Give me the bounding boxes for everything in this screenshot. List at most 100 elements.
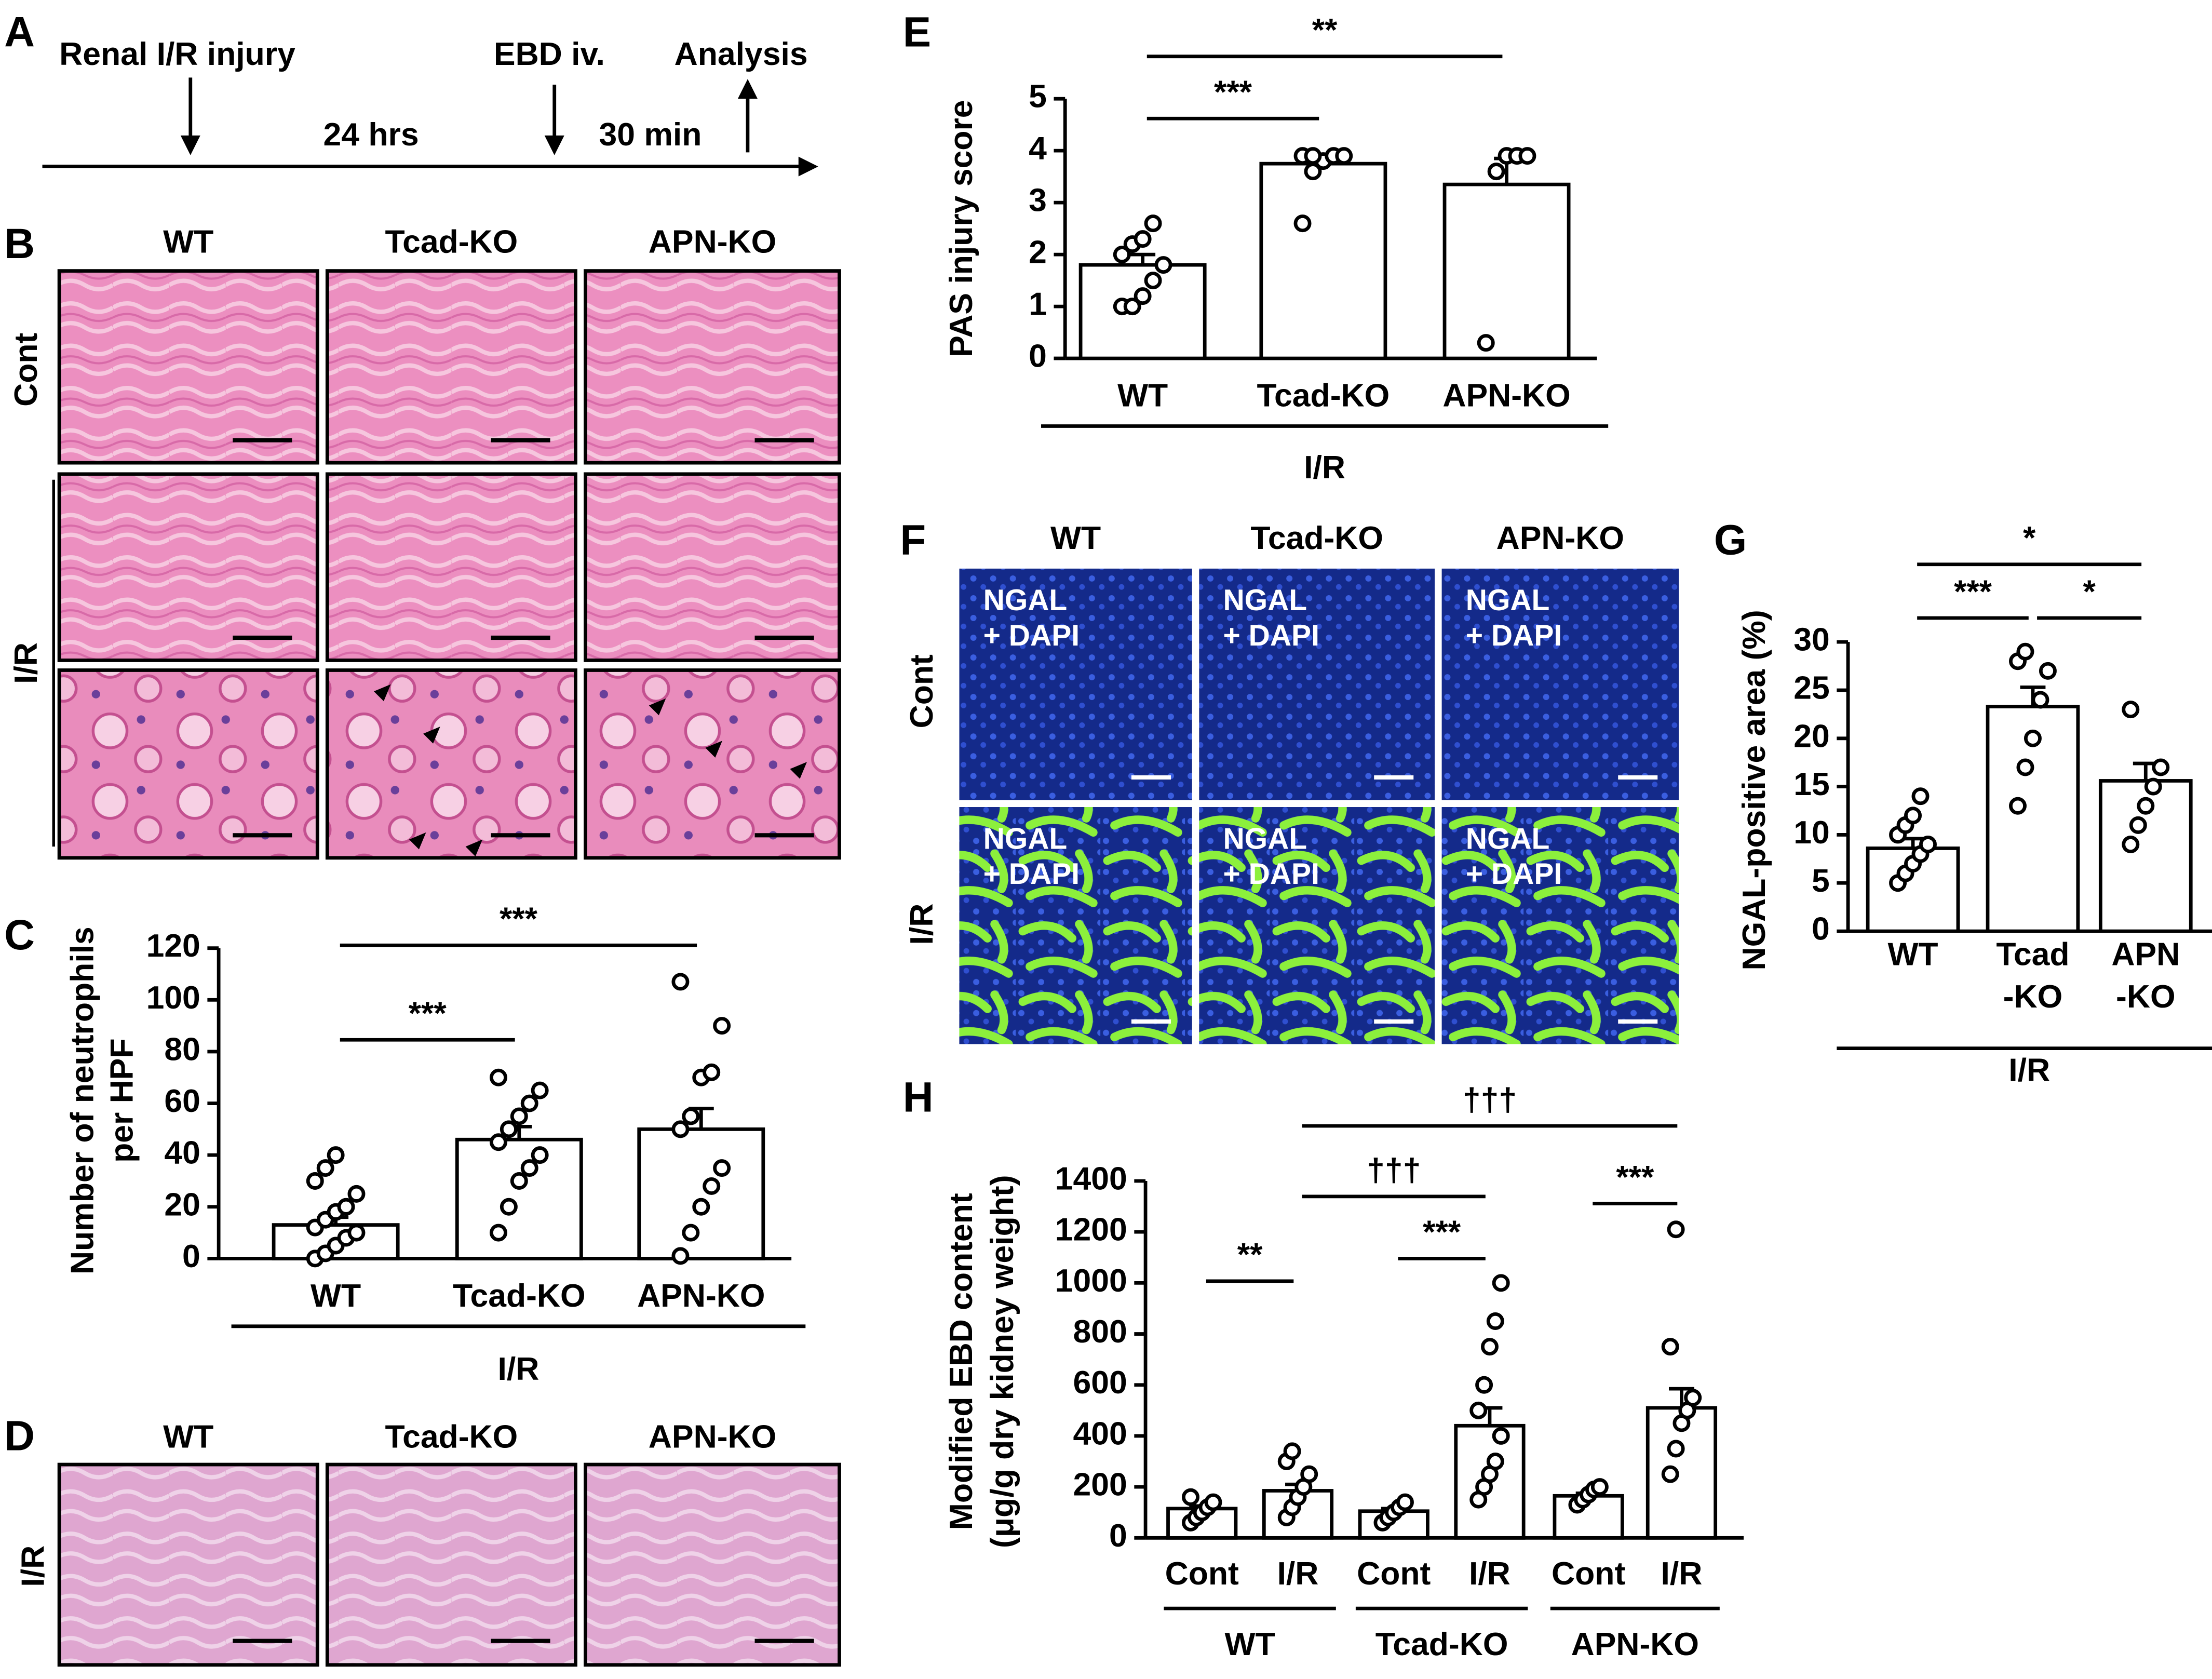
timeline-label: Renal I/R injury [59,36,295,72]
data-point [531,1081,549,1099]
data-point [1134,287,1152,305]
data-point [1144,272,1162,290]
y-axis-label: Modified EBD content [943,1193,979,1530]
data-point [1487,163,1505,181]
x-tick-label: -KO [2116,978,2176,1015]
significance-label: ††† [1463,1081,1517,1118]
y-tick-label: 20 [164,1186,200,1223]
y-tick-label: 100 [146,979,200,1016]
fluorescence-image [1441,568,1679,800]
fluorescence-image [959,807,1192,1044]
significance-label: *** [1954,573,1992,610]
histology-image [325,269,577,465]
y-axis-label: Number of neutrophils [64,926,101,1274]
arrowhead-marker [649,698,666,716]
panel-letter: B [4,220,35,267]
significance-label: * [2083,573,2096,610]
data-point [1293,214,1312,233]
stain-label: + DAPI [1466,857,1562,891]
histology-image [57,269,319,465]
data-point [531,1146,549,1164]
panel-letter: H [903,1074,934,1121]
row-label: I/R [8,642,44,684]
row-label: I/R [903,904,940,945]
timeline-arrowhead [798,156,818,177]
timeline-label: Analysis [675,36,808,72]
y-tick-label: 1400 [1055,1160,1127,1197]
data-point [2129,816,2147,834]
error-bar [1130,252,1156,265]
timeline-arrows [188,77,750,153]
data-point [682,1224,700,1242]
y-tick-label: 40 [164,1135,200,1171]
group-label: Tcad-KO [1375,1626,1508,1662]
y-tick-label: 5 [1812,863,1830,899]
y-axis-label: PAS injury score [943,100,979,357]
significance-label: ** [1237,1237,1263,1273]
data-point [2031,691,2049,709]
data-point [510,1107,528,1125]
data-point [1661,1338,1679,1356]
panel-letter: A [4,8,35,56]
panel-letter: G [1714,517,1747,564]
data-point [682,1107,700,1125]
x-tick-label: Tcad-KO [453,1278,586,1314]
data-point [316,1159,334,1177]
y-tick-label: 10 [1793,814,1829,851]
stain-label: NGAL [983,822,1068,855]
data-point [1335,147,1353,165]
fluorescence-image [1441,807,1679,1044]
x-tick-label: Cont [1165,1555,1239,1592]
x-tick-label: -KO [2003,978,2063,1015]
data-point [306,1172,324,1190]
significance-label: ††† [1367,1152,1421,1188]
x-tick-label: I/R [1277,1555,1319,1592]
data-point [520,1159,538,1177]
panel-letter: C [4,911,35,959]
y-tick-label: 1000 [1055,1262,1127,1299]
arrowhead-marker [705,741,723,758]
y-axis-label: (μg/g dry kidney weight) [984,1175,1020,1548]
data-point [489,1068,507,1086]
histology-image [325,472,577,662]
y-tick-label: 1 [1029,286,1047,323]
significance-label: *** [1214,74,1252,111]
column-header: APN-KO [1496,520,1624,556]
timeline-arrowheads [180,79,758,155]
bar [1442,182,1571,360]
data-point [520,1094,538,1112]
x-tick-label: WT [1887,936,1938,972]
data-point [2144,777,2162,796]
data-point [1661,1465,1679,1483]
data-point [1204,1493,1222,1511]
column-header: Tcad-KO [385,1419,518,1455]
fluorescence-image [1199,568,1435,800]
data-point [713,1017,731,1035]
y-tick-label: 600 [1073,1364,1127,1401]
column-header: APN-KO [649,1419,776,1455]
column-header: WT [163,1419,213,1455]
stain-label: NGAL [1466,822,1550,855]
stain-label: NGAL [1223,822,1307,855]
stain-label: + DAPI [983,857,1080,891]
x-tick-label: I/R [1661,1555,1703,1592]
panel-letter: D [4,1413,35,1460]
row-label: Cont [8,332,44,406]
data-point [1477,334,1495,352]
data-point [1396,1493,1414,1511]
data-point [1667,1220,1685,1239]
data-point [1904,807,1922,825]
y-tick-label: 1200 [1055,1212,1127,1248]
data-point [1684,1389,1702,1407]
data-point [1134,230,1152,248]
x-tick-label: I/R [1469,1555,1510,1592]
y-tick-label: 4 [1029,130,1047,167]
data-point [2039,662,2057,680]
column-header: WT [163,224,213,260]
y-tick-label: 800 [1073,1313,1127,1350]
stain-label: NGAL [1223,584,1307,617]
data-point [1300,1465,1318,1483]
y-tick-label: 25 [1793,669,1829,706]
stain-label: + DAPI [983,619,1080,652]
arrowhead-marker [373,684,391,702]
